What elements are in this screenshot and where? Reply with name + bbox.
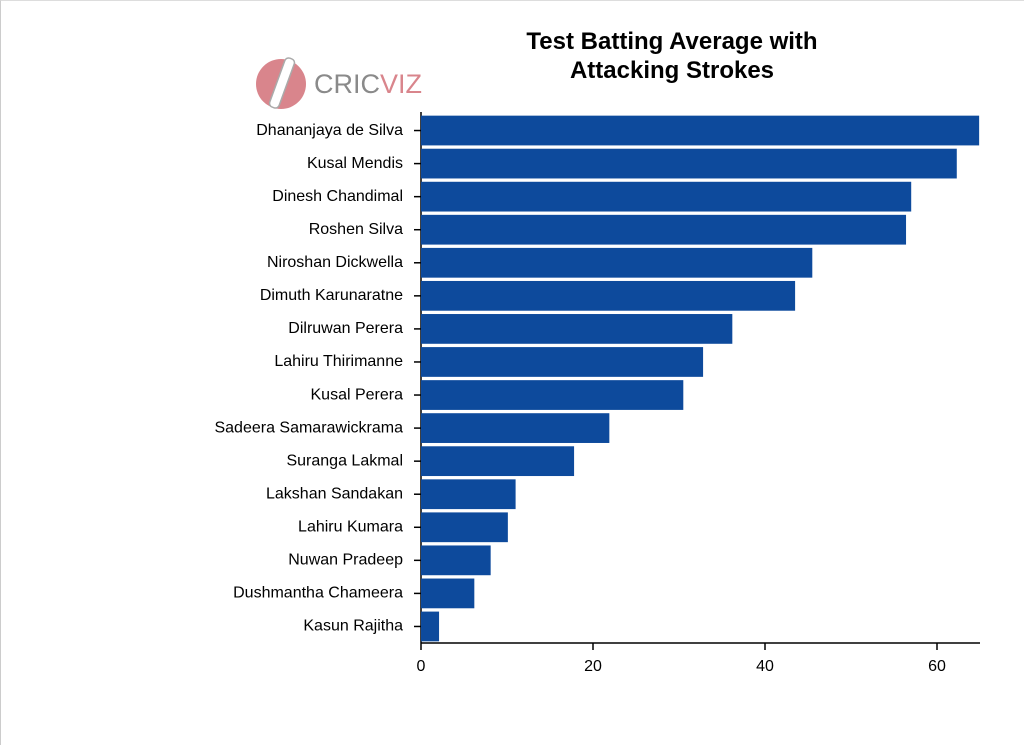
y-tick-label: Sadeera Samarawickrama [214,419,403,436]
y-tick-label: Dimuth Karunaratne [260,287,403,304]
bar [421,181,912,212]
logo: CRICVIZ [256,57,422,109]
bar [421,446,575,477]
logo-bat [268,57,296,109]
bar [421,380,684,410]
x-tick-label: 60 [928,658,946,675]
logo-text-1: CRIC [314,69,380,99]
y-tick-label: Lakshan Sandakan [266,485,403,502]
y-tick-label: Dushmantha Chameera [233,585,403,602]
x-tick-label: 20 [584,658,602,675]
y-tick-label: Dilruwan Perera [288,320,403,337]
chart-title: Test Batting Average with Attacking Stro… [526,28,818,84]
bar [421,214,907,245]
y-tick-label: Lahiru Thirimanne [274,353,403,370]
y-tick-label: Dinesh Chandimal [272,188,403,205]
y-tick-label: Dhananjaya de Silva [256,122,403,139]
bar [421,512,508,543]
logo-text: CRICVIZ [314,69,422,99]
y-tick-label: Suranga Lakmal [286,452,403,469]
bar [421,413,610,443]
y-tick-label: Roshen Silva [309,221,403,238]
x-tick-label: 0 [417,658,426,675]
y-tick-label: Lahiru Kumara [298,519,403,536]
y-tick-label: Kasun Rajitha [303,618,403,635]
bar [421,148,957,179]
bar [421,479,516,510]
bar [421,611,440,642]
bar [421,280,796,311]
y-tick-label: Kusal Perera [311,386,404,403]
x-tick-label: 40 [756,658,774,675]
bar [421,578,475,609]
bar [421,115,980,146]
bar [421,347,704,377]
bar [421,247,813,278]
y-tick-label: Kusal Mendis [307,155,403,172]
bar [421,314,733,344]
y-tick-label: Niroshan Dickwella [267,254,403,271]
logo-text-2: VIZ [380,69,422,99]
y-tick-label: Nuwan Pradeep [288,552,403,569]
bar [421,545,491,576]
